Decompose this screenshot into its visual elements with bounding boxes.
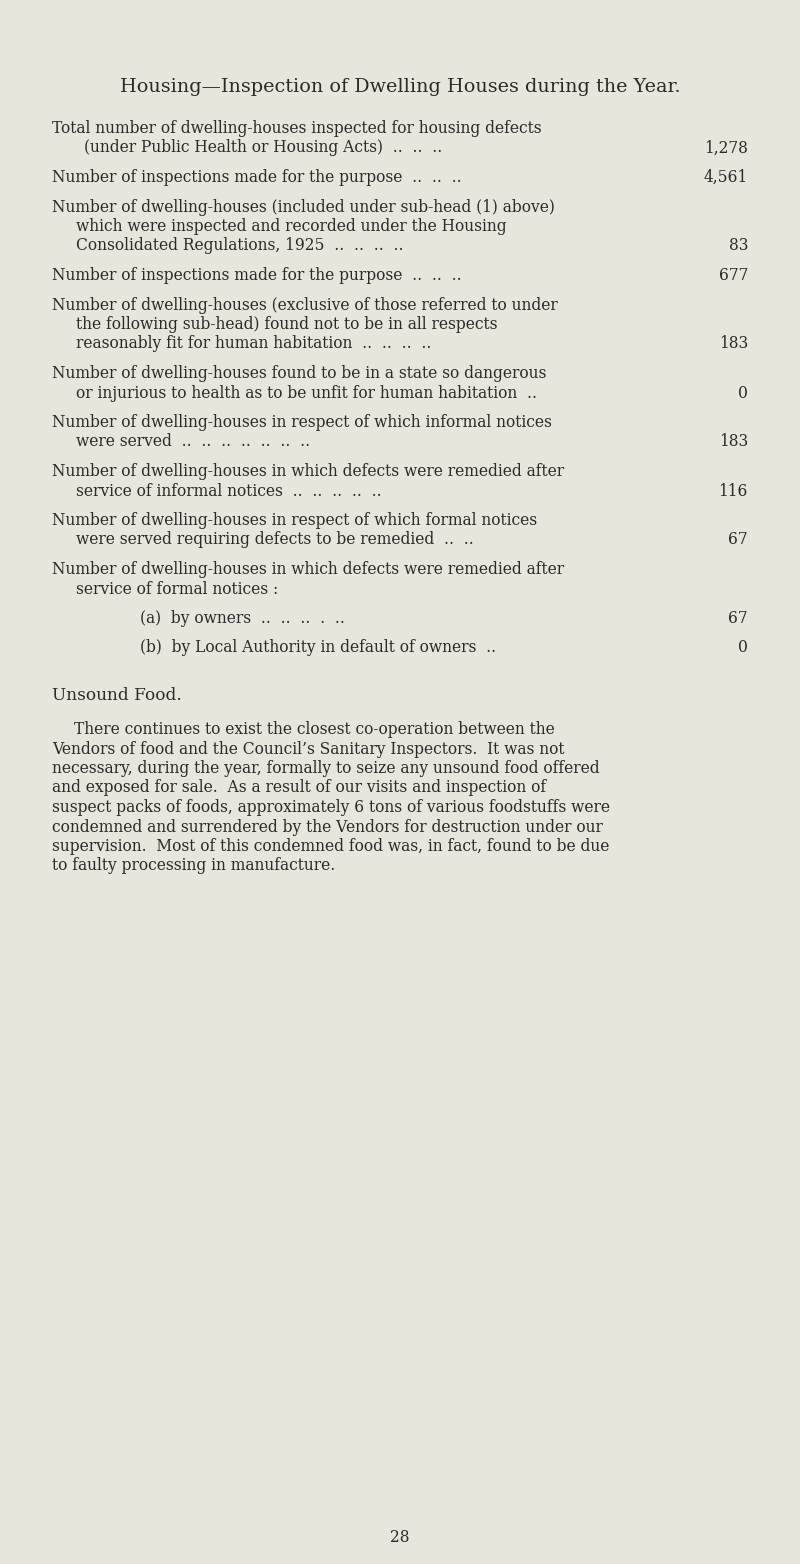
Text: 0: 0 (738, 640, 748, 657)
Text: and exposed for sale.  As a result of our visits and inspection of: and exposed for sale. As a result of our… (52, 779, 546, 796)
Text: the following sub-head) found not to be in all respects: the following sub-head) found not to be … (76, 316, 498, 333)
Text: 116: 116 (718, 483, 748, 499)
Text: 67: 67 (728, 610, 748, 627)
Text: were served  ..  ..  ..  ..  ..  ..  ..: were served .. .. .. .. .. .. .. (76, 433, 310, 450)
Text: 183: 183 (718, 336, 748, 352)
Text: or injurious to health as to be unfit for human habitation  ..: or injurious to health as to be unfit fo… (76, 385, 537, 402)
Text: Number of dwelling-houses found to be in a state so dangerous: Number of dwelling-houses found to be in… (52, 364, 546, 382)
Text: condemned and surrendered by the Vendors for destruction under our: condemned and surrendered by the Vendors… (52, 818, 603, 835)
Text: supervision.  Most of this condemned food was, in fact, found to be due: supervision. Most of this condemned food… (52, 838, 610, 856)
Text: Number of inspections made for the purpose  ..  ..  ..: Number of inspections made for the purpo… (52, 169, 462, 186)
Text: 67: 67 (728, 532, 748, 549)
Text: Number of dwelling-houses (included under sub-head (1) above): Number of dwelling-houses (included unde… (52, 199, 555, 216)
Text: Number of dwelling-houses in which defects were remedied after: Number of dwelling-houses in which defec… (52, 561, 564, 579)
Text: There continues to exist the closest co-operation between the: There continues to exist the closest co-… (74, 721, 554, 738)
Text: 183: 183 (718, 433, 748, 450)
Text: 677: 677 (718, 267, 748, 285)
Text: which were inspected and recorded under the Housing: which were inspected and recorded under … (76, 217, 506, 235)
Text: (a)  by owners  ..  ..  ..  .  ..: (a) by owners .. .. .. . .. (140, 610, 345, 627)
Text: suspect packs of foods, approximately 6 tons of various foodstuffs were: suspect packs of foods, approximately 6 … (52, 799, 610, 816)
Text: (under Public Health or Housing Acts)  ..  ..  ..: (under Public Health or Housing Acts) ..… (84, 139, 442, 156)
Text: 0: 0 (738, 385, 748, 402)
Text: Number of dwelling-houses in respect of which informal notices: Number of dwelling-houses in respect of … (52, 414, 552, 432)
Text: Unsound Food.: Unsound Food. (52, 687, 182, 704)
Text: service of formal notices :: service of formal notices : (76, 580, 278, 597)
Text: (b)  by Local Authority in default of owners  ..: (b) by Local Authority in default of own… (140, 640, 496, 657)
Text: 1,278: 1,278 (704, 139, 748, 156)
Text: 28: 28 (390, 1530, 410, 1545)
Text: Housing—Inspection of Dwelling Houses during the Year.: Housing—Inspection of Dwelling Houses du… (120, 78, 680, 95)
Text: to faulty processing in manufacture.: to faulty processing in manufacture. (52, 857, 335, 874)
Text: Consolidated Regulations, 1925  ..  ..  ..  ..: Consolidated Regulations, 1925 .. .. .. … (76, 238, 403, 255)
Text: necessary, during the year, formally to seize any unsound food offered: necessary, during the year, formally to … (52, 760, 600, 777)
Text: Number of dwelling-houses (exclusive of those referred to under: Number of dwelling-houses (exclusive of … (52, 297, 558, 313)
Text: Number of dwelling-houses in respect of which formal notices: Number of dwelling-houses in respect of … (52, 511, 537, 529)
Text: Vendors of food and the Council’s Sanitary Inspectors.  It was not: Vendors of food and the Council’s Sanita… (52, 740, 565, 757)
Text: reasonably fit for human habitation  ..  ..  ..  ..: reasonably fit for human habitation .. .… (76, 336, 431, 352)
Text: Number of inspections made for the purpose  ..  ..  ..: Number of inspections made for the purpo… (52, 267, 462, 285)
Text: 83: 83 (729, 238, 748, 255)
Text: were served requiring defects to be remedied  ..  ..: were served requiring defects to be reme… (76, 532, 474, 549)
Text: Number of dwelling-houses in which defects were remedied after: Number of dwelling-houses in which defec… (52, 463, 564, 480)
Text: service of informal notices  ..  ..  ..  ..  ..: service of informal notices .. .. .. .. … (76, 483, 382, 499)
Text: Total number of dwelling-houses inspected for housing defects: Total number of dwelling-houses inspecte… (52, 120, 542, 138)
Text: 4,561: 4,561 (704, 169, 748, 186)
